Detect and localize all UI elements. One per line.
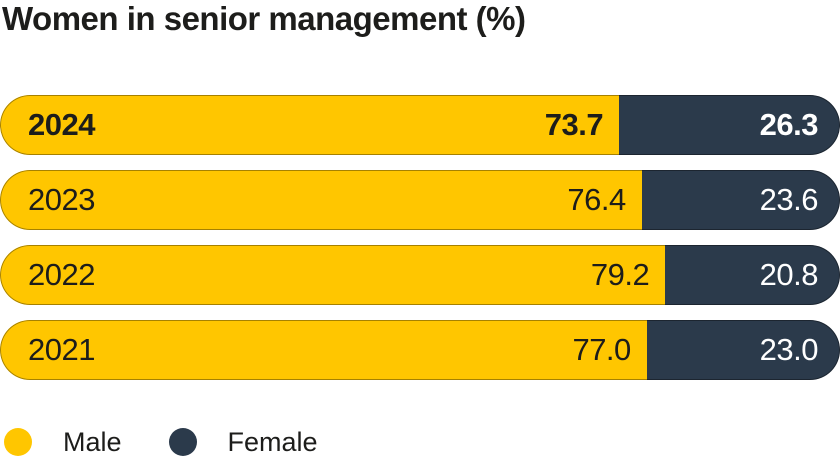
female-swatch-icon — [168, 428, 197, 456]
year-label: 2024 — [28, 107, 95, 142]
male-segment-2021: 2021 77.0 — [0, 320, 647, 380]
female-value: 23.6 — [759, 182, 819, 217]
legend-label-male: Male — [63, 426, 122, 457]
bar-row-2024: 2024 73.7 26.3 — [0, 95, 840, 155]
female-segment-2021: 23.0 — [646, 320, 840, 380]
male-value: 73.7 — [544, 107, 604, 142]
legend: Male Female — [4, 426, 318, 457]
year-label: 2021 — [28, 332, 95, 367]
female-segment-2023: 23.6 — [641, 170, 840, 230]
year-label: 2023 — [28, 182, 95, 217]
legend-item-male: Male — [4, 426, 122, 457]
female-value: 26.3 — [759, 107, 819, 142]
bar-row-2021: 2021 77.0 23.0 — [0, 320, 840, 380]
female-value: 20.8 — [759, 257, 819, 292]
male-value: 77.0 — [572, 332, 631, 367]
male-segment-2022: 2022 79.2 — [0, 245, 666, 305]
male-swatch-icon — [4, 428, 32, 456]
bar-row-2022: 2022 79.2 20.8 — [0, 245, 840, 305]
male-value: 76.4 — [567, 182, 626, 217]
female-segment-2024: 26.3 — [619, 95, 840, 155]
male-value: 79.2 — [590, 257, 650, 292]
female-value: 23.0 — [759, 332, 819, 367]
male-segment-2023: 2023 76.4 — [0, 170, 642, 230]
male-segment-2024: 2024 73.7 — [0, 95, 620, 155]
bar-row-2023: 2023 76.4 23.6 — [0, 170, 840, 230]
legend-item-female: Female — [168, 426, 318, 457]
female-segment-2022: 20.8 — [665, 245, 840, 305]
bar-group: 2024 73.7 26.3 2023 76.4 23.6 2022 79.2 … — [0, 95, 840, 395]
legend-label-female: Female — [227, 426, 318, 457]
year-label: 2022 — [28, 257, 95, 292]
chart-title: Women in senior management (%) — [2, 0, 526, 37]
